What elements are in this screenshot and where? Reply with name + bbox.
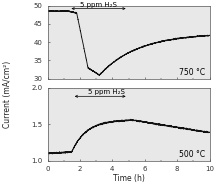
Text: 5 ppm H₂S: 5 ppm H₂S bbox=[88, 89, 125, 95]
Text: 500 °C: 500 °C bbox=[179, 150, 205, 159]
Text: 750 °C: 750 °C bbox=[179, 68, 205, 77]
Text: Current (mA/cm²): Current (mA/cm²) bbox=[3, 61, 12, 128]
Text: 5 ppm H₂S: 5 ppm H₂S bbox=[80, 2, 117, 8]
X-axis label: Time (h): Time (h) bbox=[113, 174, 145, 183]
